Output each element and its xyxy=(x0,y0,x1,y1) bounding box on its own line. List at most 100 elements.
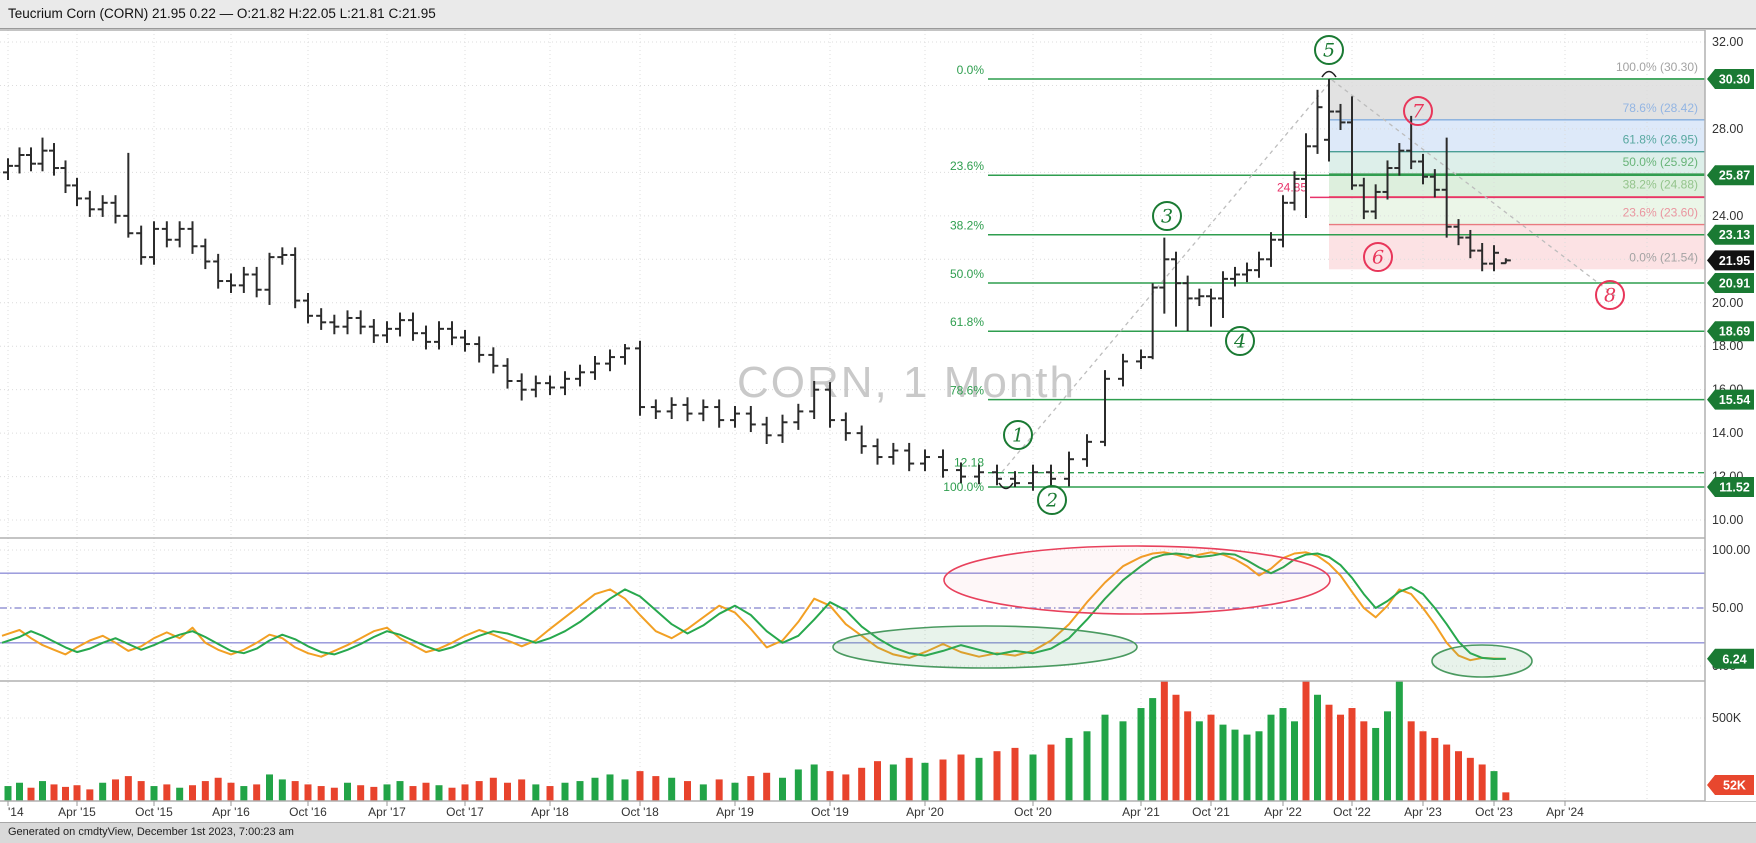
wave-circle-6[interactable]: 6 xyxy=(1363,242,1393,272)
ohlc-bar xyxy=(666,397,677,420)
volume-bar xyxy=(1360,721,1368,801)
badge-text: 11.52 xyxy=(1719,481,1750,495)
badge-shape xyxy=(1707,68,1754,89)
ohlc-bar xyxy=(1278,195,1288,248)
ohlc-bar xyxy=(560,371,570,396)
ohlc-bar xyxy=(421,325,431,350)
volume-bar xyxy=(422,782,430,801)
wave-trendlines[interactable] xyxy=(1001,79,1619,473)
fib-retracement-primary[interactable]: 0.0% 23.6% 38.2% 50.0% 61.8% 78.6% 100.0% xyxy=(943,63,1705,494)
wave-circle-1[interactable]: 1 xyxy=(1003,420,1033,450)
volume-bar xyxy=(532,784,540,801)
badge-text: 15.54 xyxy=(1719,393,1750,407)
price-bars[interactable] xyxy=(3,78,1511,491)
volume-bar xyxy=(1011,747,1019,801)
volume-bar xyxy=(278,779,286,801)
ohlc-bar xyxy=(303,292,313,324)
price-axis-label: 18.00 xyxy=(1712,339,1743,353)
ohlc-bar xyxy=(650,399,661,420)
ohlc-bar xyxy=(290,247,301,309)
stochastic-panel[interactable] xyxy=(0,545,1705,678)
ohlc-bar xyxy=(1147,283,1158,360)
wave-circle-7[interactable]: 7 xyxy=(1403,96,1433,126)
volume-bar xyxy=(957,754,965,801)
ohlc-bar xyxy=(37,137,48,172)
fib-label: 38.2% xyxy=(950,219,984,233)
wave-annotations[interactable]: 1 2 3 4 5 6 7 8 xyxy=(1003,35,1625,515)
annotation-ellipse-0[interactable] xyxy=(832,625,1138,669)
volume-bar xyxy=(975,757,983,801)
x-tick-label: Apr '20 xyxy=(906,805,944,819)
wave-number: 7 xyxy=(1412,101,1425,123)
badge-shape xyxy=(1707,775,1754,795)
volume-bar xyxy=(1083,731,1091,801)
volume-bar xyxy=(1431,737,1439,801)
ohlc-bar xyxy=(777,414,788,443)
ohlc-bar xyxy=(1136,349,1146,370)
ohlc-bar xyxy=(1206,288,1216,327)
volume-bar xyxy=(747,776,755,801)
ohlc-bar xyxy=(488,347,499,374)
volume-bar xyxy=(124,776,132,801)
volume-bar xyxy=(1101,714,1109,801)
x-tick-label: Apr '16 xyxy=(212,805,250,819)
annotation-ellipse-2[interactable] xyxy=(1431,644,1533,678)
ohlc-bar xyxy=(187,221,198,254)
fib-zone-bands[interactable] xyxy=(1329,78,1705,270)
volume-bar xyxy=(50,784,58,801)
volume-bar xyxy=(370,786,378,801)
ohlc-bar xyxy=(840,412,851,441)
wave-circle-2[interactable]: 2 xyxy=(1037,485,1067,515)
ohlc-bar xyxy=(1218,271,1228,318)
volume-bar xyxy=(1302,681,1310,801)
volume-bar xyxy=(1119,721,1127,801)
wave-circle-3[interactable]: 3 xyxy=(1152,201,1182,231)
volume-panel[interactable] xyxy=(4,622,1510,801)
x-tick-label: Oct '19 xyxy=(811,805,849,819)
wave-circle-outline xyxy=(1152,201,1182,231)
volume-bar xyxy=(1029,754,1037,801)
stoch-axis-label: 50.00 xyxy=(1712,601,1743,615)
wave-circle-4[interactable]: 4 xyxy=(1225,326,1255,356)
ohlc-bar xyxy=(1477,243,1488,272)
badge-text: 30.30 xyxy=(1719,72,1750,86)
badge-shape xyxy=(1707,648,1754,669)
wave-circle-8[interactable]: 8 xyxy=(1595,280,1625,310)
volume-bar xyxy=(201,781,209,801)
volume-bar xyxy=(939,759,947,801)
ohlc-bar xyxy=(329,314,340,335)
volume-bar xyxy=(214,777,222,801)
volume-bar xyxy=(921,762,929,801)
volume-bar xyxy=(731,782,739,801)
ohlc-bar xyxy=(730,405,740,428)
badge-shape xyxy=(1707,321,1754,342)
ohlc-bar xyxy=(84,190,95,217)
annotation-ellipse-1[interactable] xyxy=(943,545,1331,615)
wave-circle-5[interactable]: 5 xyxy=(1314,35,1344,65)
volume-bar xyxy=(504,782,511,801)
ohlc-bar xyxy=(316,308,327,330)
badge-shape xyxy=(1707,477,1754,498)
fib-label: 50.0% xyxy=(950,267,984,281)
ohlc-bar xyxy=(1242,262,1252,283)
volume-bar xyxy=(1291,721,1298,801)
volume-bar xyxy=(112,779,119,801)
volume-bar xyxy=(73,785,81,801)
watermark: CORN, 1 Month xyxy=(737,358,1076,407)
volume-bar xyxy=(344,782,351,801)
wave-number: 3 xyxy=(1161,206,1173,228)
x-axis[interactable]: '14 Apr '15 Oct '15 Apr '16 Oct '16 Apr '17 Oc… xyxy=(7,801,1584,819)
volume-bar xyxy=(27,787,35,801)
price-axis[interactable]: 32.0028.0024.0020.0018.0016.0014.0012.00… xyxy=(1704,30,1756,801)
ohlc-bar xyxy=(460,329,470,352)
generated-timestamp: Generated on cmdtyView, December 1st 202… xyxy=(8,826,294,838)
volume-bar xyxy=(889,764,897,801)
ohlc-bar xyxy=(174,221,185,248)
ohlc-bar xyxy=(1335,103,1346,131)
wave-circle-outline xyxy=(1225,326,1255,356)
fib-label: 0.0% xyxy=(957,63,985,77)
ohlc-bar xyxy=(1301,133,1311,219)
ohlc-bar xyxy=(605,349,615,372)
